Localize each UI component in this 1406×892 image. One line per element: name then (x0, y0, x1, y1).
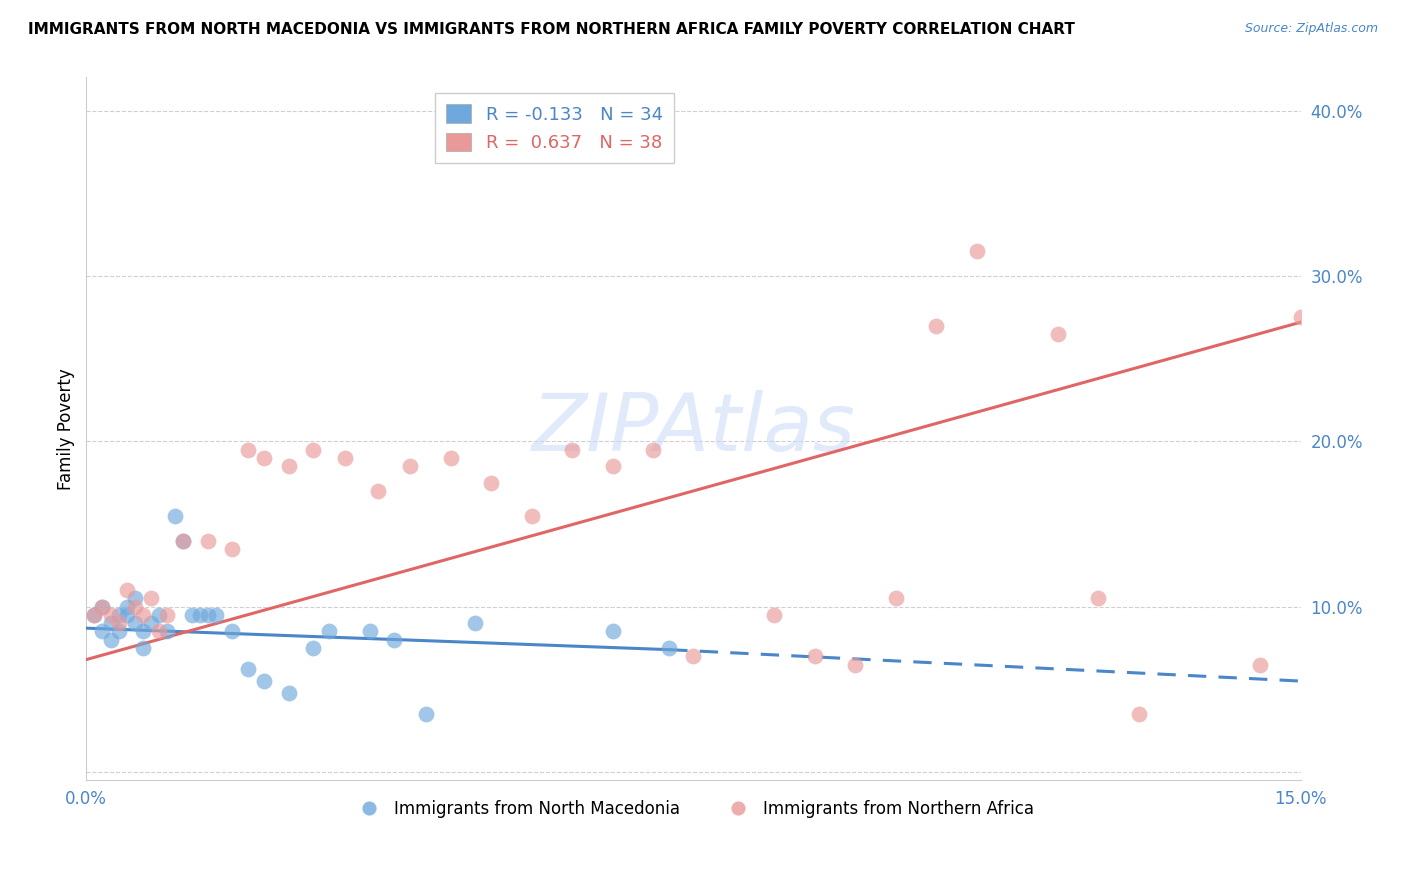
Point (966, 244, 988, 258)
Point (156, 607, 179, 622)
Point (382, 632, 405, 647)
Point (83, 607, 105, 622)
Point (107, 624, 129, 639)
Point (367, 483, 389, 498)
Point (124, 616, 146, 631)
Point (439, 450, 461, 465)
Point (100, 616, 122, 631)
Point (91, 599, 114, 614)
Point (844, 657, 866, 672)
Text: IMMIGRANTS FROM NORTH MACEDONIA VS IMMIGRANTS FROM NORTHERN AFRICA FAMILY POVERT: IMMIGRANTS FROM NORTH MACEDONIA VS IMMIG… (28, 22, 1076, 37)
Point (180, 607, 202, 622)
Point (115, 583, 138, 598)
Point (335, 450, 357, 465)
Point (479, 475, 502, 490)
Point (100, 607, 122, 622)
Text: Source: ZipAtlas.com: Source: ZipAtlas.com (1244, 22, 1378, 36)
Point (115, 607, 138, 622)
Point (253, 674, 276, 689)
Point (277, 686, 299, 700)
Point (561, 442, 583, 457)
Point (91, 624, 114, 639)
Point (221, 624, 243, 639)
Point (124, 599, 146, 614)
Point (658, 640, 681, 655)
Point (238, 442, 260, 457)
Point (520, 508, 543, 523)
Point (156, 624, 179, 639)
Point (132, 640, 155, 655)
Point (1249, 657, 1271, 672)
Point (197, 607, 219, 622)
Point (165, 508, 187, 523)
Point (91, 599, 114, 614)
Point (188, 607, 211, 622)
Point (1087, 591, 1109, 606)
Point (238, 663, 260, 677)
Y-axis label: Family Poverty: Family Poverty (58, 368, 75, 490)
Point (318, 624, 340, 639)
Point (804, 649, 827, 664)
Point (139, 616, 162, 631)
Point (277, 459, 299, 474)
Text: ZIPAtlas: ZIPAtlas (531, 390, 855, 468)
Point (132, 607, 155, 622)
Point (399, 459, 422, 474)
Point (83, 607, 105, 622)
Point (132, 624, 155, 639)
Point (107, 607, 129, 622)
Point (100, 632, 122, 647)
Point (124, 591, 146, 606)
Legend: Immigrants from North Macedonia, Immigrants from Northern Africa: Immigrants from North Macedonia, Immigra… (346, 793, 1040, 825)
Point (641, 442, 664, 457)
Point (302, 640, 325, 655)
Point (602, 459, 624, 474)
Point (172, 533, 194, 548)
Point (415, 707, 437, 722)
Point (253, 450, 276, 465)
Point (115, 599, 138, 614)
Point (221, 541, 243, 556)
Point (205, 607, 228, 622)
Point (107, 616, 129, 631)
Point (763, 607, 786, 622)
Point (148, 607, 170, 622)
Point (1289, 310, 1312, 325)
Point (197, 533, 219, 548)
Point (1046, 326, 1069, 341)
Point (302, 442, 325, 457)
Point (172, 533, 194, 548)
Point (682, 649, 704, 664)
Point (359, 624, 381, 639)
Point (148, 624, 170, 639)
Point (925, 318, 948, 333)
Point (602, 624, 624, 639)
Point (884, 591, 907, 606)
Point (1128, 707, 1150, 722)
Point (139, 591, 162, 606)
Point (464, 616, 486, 631)
